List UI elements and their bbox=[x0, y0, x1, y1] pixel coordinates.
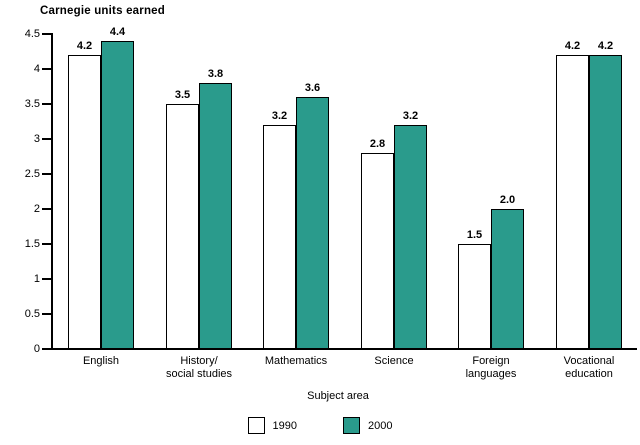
bar-1990-foreign-languages bbox=[458, 244, 491, 349]
y-tick bbox=[42, 278, 51, 280]
bar-2000-mathematics bbox=[296, 97, 329, 349]
bar-2000-history-social-studies bbox=[199, 83, 232, 349]
y-tick-label: 1 bbox=[33, 273, 40, 285]
y-tick-label: 3 bbox=[33, 133, 40, 145]
legend-swatch-2000 bbox=[343, 417, 360, 434]
category-label-vocational-education: Vocational education bbox=[563, 355, 615, 380]
chart-title: Carnegie units earned bbox=[40, 5, 165, 17]
bar-value-label-2000-foreign-languages: 2.0 bbox=[499, 194, 516, 206]
y-tick bbox=[42, 313, 51, 315]
category-label-science: Science bbox=[374, 355, 414, 367]
legend-label-2000: 2000 bbox=[368, 419, 393, 432]
y-tick bbox=[42, 348, 51, 350]
legend-label-1990: 1990 bbox=[272, 419, 297, 432]
category-label-history-social-studies: History/ social studies bbox=[165, 355, 233, 380]
y-tick bbox=[42, 33, 51, 35]
bar-1990-science bbox=[361, 153, 394, 349]
bar-value-label-1990-foreign-languages: 1.5 bbox=[466, 229, 483, 241]
bar-value-label-1990-science: 2.8 bbox=[369, 138, 386, 150]
y-tick-label: 2.5 bbox=[24, 168, 40, 180]
bar-1990-mathematics bbox=[263, 125, 296, 349]
x-axis-line bbox=[51, 348, 637, 350]
category-label-mathematics: Mathematics bbox=[264, 355, 328, 367]
y-tick bbox=[42, 68, 51, 70]
legend: 1990 2000 bbox=[0, 417, 640, 434]
bar-value-label-1990-mathematics: 3.2 bbox=[271, 110, 288, 122]
bar-2000-vocational-education bbox=[589, 55, 622, 349]
legend-swatch-1990 bbox=[247, 417, 265, 434]
category-label-foreign-languages: Foreign languages bbox=[465, 355, 517, 380]
bar-value-label-2000-science: 3.2 bbox=[402, 110, 419, 122]
category-label-english: English bbox=[82, 355, 120, 367]
bar-2000-science bbox=[394, 125, 427, 349]
bar-2000-foreign-languages bbox=[491, 209, 524, 349]
y-tick-label: 0 bbox=[33, 343, 40, 355]
bar-2000-english bbox=[101, 41, 134, 349]
legend-item-2000: 2000 bbox=[343, 417, 392, 434]
y-tick bbox=[42, 103, 51, 105]
bar-value-label-2000-vocational-education: 4.2 bbox=[597, 40, 614, 52]
bar-value-label-1990-vocational-education: 4.2 bbox=[564, 40, 581, 52]
bar-1990-history-social-studies bbox=[166, 104, 199, 349]
y-tick bbox=[42, 138, 51, 140]
y-axis-line bbox=[51, 33, 53, 350]
y-tick bbox=[42, 173, 51, 175]
y-tick-label: 1.5 bbox=[24, 238, 40, 250]
y-tick-label: 3.5 bbox=[24, 98, 40, 110]
bar-value-label-2000-history-social-studies: 3.8 bbox=[207, 68, 224, 80]
y-tick bbox=[42, 243, 51, 245]
bar-1990-english bbox=[68, 55, 101, 349]
bar-1990-vocational-education bbox=[556, 55, 589, 349]
bar-value-label-1990-history-social-studies: 3.5 bbox=[174, 89, 191, 101]
y-tick-label: 0.5 bbox=[24, 308, 40, 320]
bar-value-label-1990-english: 4.2 bbox=[76, 40, 93, 52]
bar-value-label-2000-mathematics: 3.6 bbox=[304, 82, 321, 94]
y-tick-label: 2 bbox=[33, 203, 40, 215]
y-tick-label: 4 bbox=[33, 63, 40, 75]
x-axis-title: Subject area bbox=[307, 390, 369, 402]
y-tick bbox=[42, 208, 51, 210]
legend-item-1990: 1990 bbox=[247, 417, 297, 434]
y-tick-label: 4.5 bbox=[24, 28, 40, 40]
bar-value-label-2000-english: 4.4 bbox=[109, 26, 126, 38]
